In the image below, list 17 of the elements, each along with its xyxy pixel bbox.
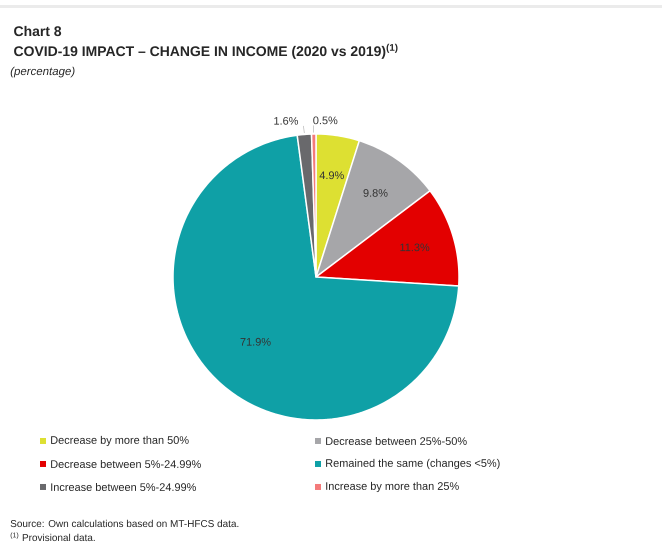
legend-label: Increase between 5%-24.99% [51,482,196,492]
data-label: 11.3% [400,243,430,252]
chart-title: Chart 8 [14,26,62,36]
legend-label: Increase by more than 25% [326,482,459,492]
data-label: 71.9% [240,338,271,346]
legend-label: Decrease between 5%-24.99% [51,460,201,468]
legend-label: Remained the same (changes <5%) [326,458,500,470]
chart-subtitle: COVID-19 IMPACT – CHANGE IN INCOME (2020 vs 2019)$^{(1)}$ [14,44,398,59]
text: $^{(1)}$ Provisional data. [10,532,95,542]
data-label: 1.6% [274,116,298,125]
source-note: Source: Own calculations based on MT-HFCS data. [10,520,238,528]
data-label: 0.5% [313,116,338,124]
data-label: 4.9% [320,171,344,180]
data-label: 9.8% [364,189,388,197]
legend-label: Decrease between 25%-50% [326,436,467,446]
legend-label: Decrease by more than 50% [51,436,189,446]
text: (percentage) [10,66,74,78]
